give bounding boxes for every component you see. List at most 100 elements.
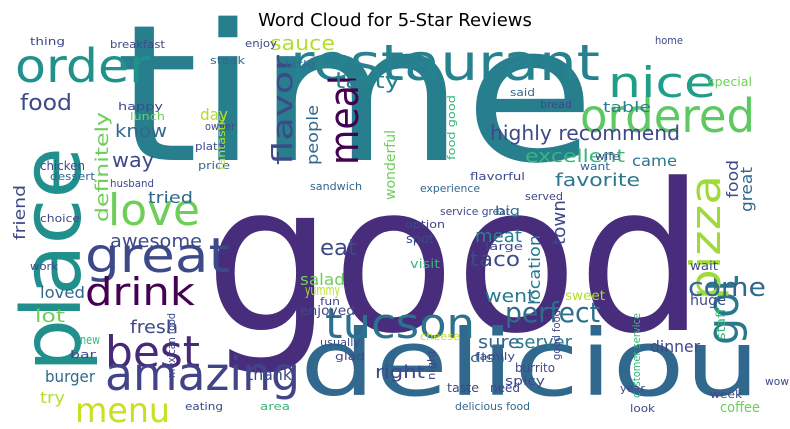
word: server [515,332,573,353]
word: plate [195,140,225,153]
word: definitely [92,112,113,222]
word: love [108,185,200,236]
word: night [425,349,438,380]
word: thank [247,365,293,384]
word: burrito [515,361,555,375]
word: work [30,260,59,273]
word: tasty [335,69,400,94]
word: eating [185,400,223,413]
word: sure [478,332,520,353]
word: awesome [110,231,202,252]
word: location [525,235,544,305]
word: salad [300,270,345,289]
word: wonderful [383,130,399,200]
word: large [485,240,523,253]
word: ordered [580,89,755,143]
word: wow [765,375,789,388]
word: got [698,275,749,345]
word: great [737,167,756,212]
word: price [198,159,230,172]
word: huge [690,293,726,309]
word: served [525,190,563,203]
word: new [80,333,100,347]
word: big [495,204,520,218]
word: pizza [681,175,730,300]
word: eat [320,236,357,261]
word: time [115,0,595,205]
word: great [85,228,230,284]
word: week [710,388,743,401]
word: area [260,400,290,413]
word: spot [406,232,434,246]
word: table [603,100,651,116]
word: know [115,121,167,142]
word: amazing [105,347,300,401]
word: best [105,327,200,378]
word: staff [714,307,728,340]
word: meal [322,75,368,165]
word: flavorful [470,170,525,183]
word: restaurant [290,34,600,92]
word: place [5,147,100,372]
word: special [708,75,752,89]
chart-title: Word Cloud for 5-Star Reviews [258,10,532,31]
word: happy [118,100,164,113]
word: tucson [325,299,475,348]
word: chicken [40,159,85,173]
word: food good [445,95,458,160]
word: bar [70,348,97,361]
word: bread [540,98,572,111]
word-cloud: goodtimedeliciouplacerestaurantorderedni… [5,0,789,429]
word: mexican food [165,313,178,378]
word: nice [608,58,716,107]
word: home [655,34,683,47]
word: deliciou [300,310,760,417]
word: experience [420,182,480,195]
word: food [20,91,72,116]
word: meat [475,226,522,247]
word: dessert [50,170,96,183]
word: good food [550,310,563,360]
word: visit [410,257,440,271]
word: thing [30,35,65,48]
word: fun [320,295,340,308]
word: enjoy [245,37,278,50]
word: dinner [650,337,700,356]
word: spicy [505,374,545,388]
word: friend [10,185,29,240]
word: drink [85,270,195,314]
word: steak [210,54,246,67]
word: try [40,388,65,407]
word: tried [148,188,193,207]
word: yummy [305,283,340,299]
word: favorite [555,170,640,191]
word: menu [75,391,170,429]
word: breakfast [110,38,166,51]
word: usually [320,336,360,349]
word: fresh [130,317,178,338]
word: went [485,286,535,307]
word: people [303,105,322,165]
word: cheese [420,330,460,343]
word: burger [45,367,95,386]
word: dish [470,351,505,365]
word: enjoyed [300,304,355,319]
word: excellent [525,146,625,167]
word: year [620,382,645,395]
word: wife [595,150,620,163]
word: want [580,160,611,173]
word: owner [205,120,235,133]
word: lot [35,306,65,327]
word: need [490,381,520,395]
word: loved [40,283,85,302]
word: service great [440,205,511,218]
word: said [510,86,535,99]
word: sandwich [310,180,362,193]
word: glad [335,350,365,363]
word: lunch [130,110,165,123]
word: flavor [266,54,299,165]
word: perfect [505,296,600,329]
word: came [632,152,677,170]
